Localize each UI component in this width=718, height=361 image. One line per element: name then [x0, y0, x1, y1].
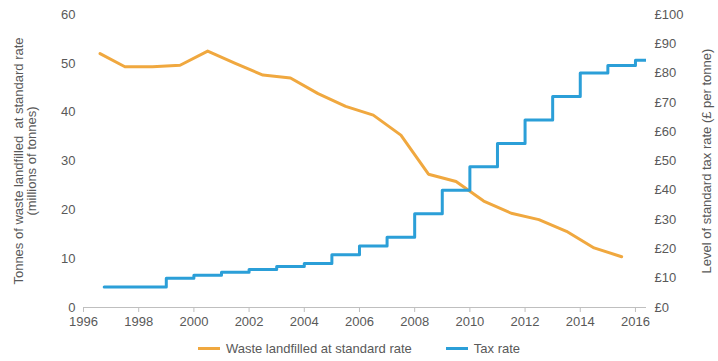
svg-text:2014: 2014 [566, 314, 595, 329]
svg-text:2002: 2002 [235, 314, 264, 329]
svg-text:£10: £10 [655, 270, 677, 285]
svg-text:2004: 2004 [290, 314, 319, 329]
svg-text:Level of standard tax rate (£: Level of standard tax rate (£ per tonne) [699, 49, 714, 274]
svg-text:£50: £50 [655, 153, 677, 168]
svg-text:2008: 2008 [400, 314, 429, 329]
svg-text:£20: £20 [655, 241, 677, 256]
svg-text:£100: £100 [655, 7, 684, 22]
svg-text:£90: £90 [655, 36, 677, 51]
svg-text:1996: 1996 [69, 314, 98, 329]
svg-text:£60: £60 [655, 124, 677, 139]
svg-text:40: 40 [61, 104, 75, 119]
svg-text:2010: 2010 [455, 314, 484, 329]
svg-text:Tonnes of waste landfilled at: Tonnes of waste landfilled at standard r… [11, 37, 39, 284]
svg-text:2000: 2000 [179, 314, 208, 329]
svg-text:1998: 1998 [124, 314, 153, 329]
svg-text:0: 0 [68, 300, 75, 315]
svg-text:£40: £40 [655, 182, 677, 197]
svg-text:50: 50 [61, 55, 75, 70]
svg-text:2016: 2016 [621, 314, 650, 329]
html-text:Waste landfilled at standard r: Waste landfilled at standard rate [225, 340, 412, 356]
svg-text:£0: £0 [655, 300, 669, 315]
svg-text:£70: £70 [655, 95, 677, 110]
svg-text:2006: 2006 [345, 314, 374, 329]
svg-text:£30: £30 [655, 212, 677, 227]
svg-text:2012: 2012 [511, 314, 540, 329]
html-text:Tax rate: Tax rate [473, 340, 521, 356]
svg-text:20: 20 [61, 202, 75, 217]
svg-text:60: 60 [61, 7, 75, 22]
svg-text:£80: £80 [655, 65, 677, 80]
svg-text:10: 10 [61, 251, 75, 266]
svg-text:30: 30 [61, 153, 75, 168]
